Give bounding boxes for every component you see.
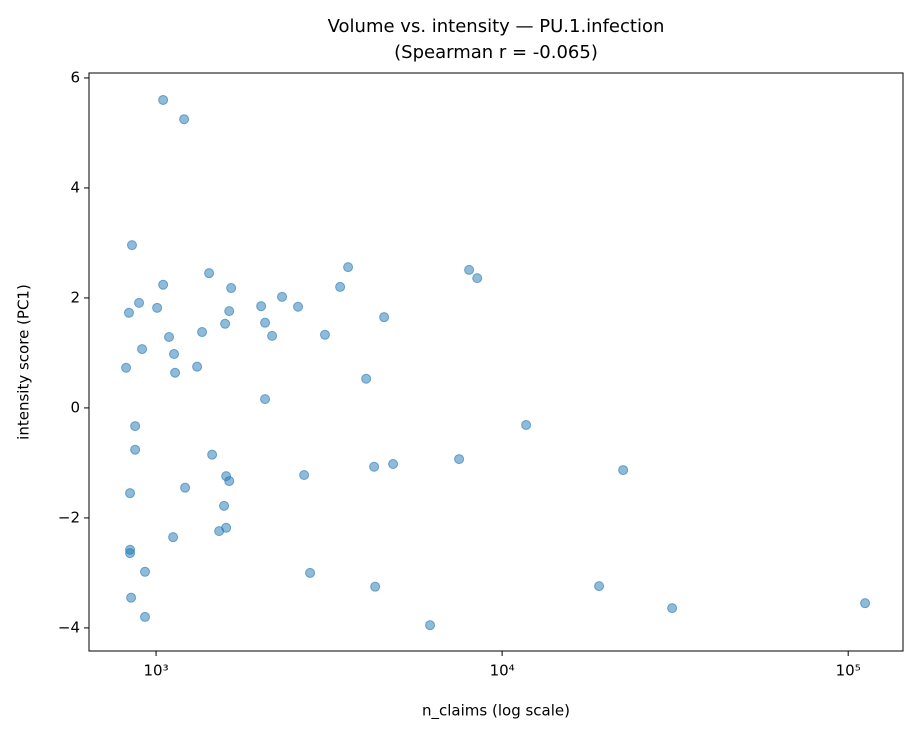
point: [224, 476, 235, 487]
point: [121, 362, 132, 373]
point: [125, 488, 136, 499]
point: [425, 620, 436, 631]
x-axis-label: n_claims (log scale): [422, 702, 570, 721]
point: [226, 283, 237, 294]
point: [319, 329, 330, 340]
point: [277, 291, 288, 302]
point: [164, 331, 175, 342]
y-tick-label: 4: [70, 178, 80, 196]
point: [140, 611, 151, 622]
point: [125, 548, 136, 559]
x-tick-label: 10⁵: [836, 662, 861, 680]
point: [224, 306, 235, 317]
point: [256, 301, 267, 312]
point: [192, 361, 203, 372]
point: [204, 268, 215, 279]
point: [369, 461, 380, 472]
point: [170, 367, 181, 378]
point: [197, 327, 208, 338]
point: [388, 459, 399, 470]
point: [361, 373, 372, 384]
point: [260, 394, 271, 405]
point: [299, 470, 310, 481]
x-tick-label: 10⁴: [490, 662, 515, 680]
point: [454, 454, 465, 465]
point: [169, 349, 180, 360]
point: [127, 240, 138, 251]
point: [343, 262, 354, 273]
point: [594, 581, 605, 592]
point: [305, 567, 316, 578]
point: [158, 94, 169, 105]
chart-title: Volume vs. intensity — PU.1.infection: [328, 16, 665, 37]
point: [179, 114, 190, 125]
point: [220, 318, 231, 329]
point: [260, 317, 271, 328]
point: [130, 421, 141, 432]
chart-subtitle: (Spearman r = -0.065): [394, 42, 598, 63]
point: [464, 264, 475, 275]
point: [130, 444, 141, 455]
y-tick-label: 6: [70, 68, 80, 86]
point: [472, 273, 483, 284]
point: [180, 482, 191, 493]
y-tick-label: −2: [58, 508, 80, 526]
plot-frame: [88, 72, 904, 652]
point: [214, 526, 225, 537]
y-tick-label: 2: [70, 288, 80, 306]
point: [860, 598, 871, 609]
point: [618, 465, 629, 476]
x-tick-label: 10³: [144, 662, 169, 680]
point: [521, 419, 532, 430]
point: [219, 500, 230, 511]
point: [140, 566, 151, 577]
point: [667, 603, 678, 614]
point: [152, 302, 163, 313]
y-axis-label: intensity score (PC1): [15, 284, 33, 440]
point: [123, 307, 134, 318]
point: [158, 279, 169, 290]
point: [168, 532, 179, 543]
point: [379, 312, 390, 323]
point: [126, 592, 137, 603]
point: [267, 330, 278, 341]
point: [293, 301, 304, 312]
point: [207, 449, 218, 460]
point: [134, 297, 145, 308]
y-tick-label: 0: [70, 398, 80, 416]
point: [370, 581, 381, 592]
point: [335, 281, 346, 292]
y-tick-label: −4: [58, 618, 80, 636]
point: [137, 344, 148, 355]
